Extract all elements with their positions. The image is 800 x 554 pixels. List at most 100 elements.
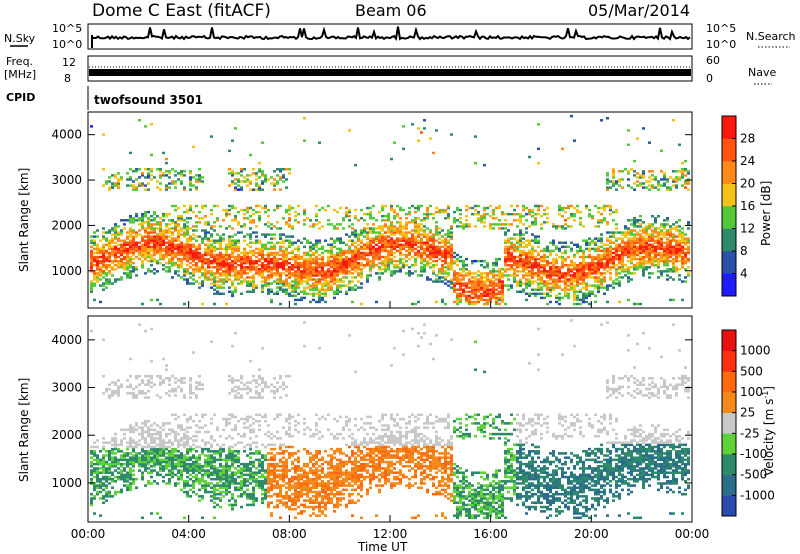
power-cell [153, 259, 156, 263]
power-cell [483, 217, 486, 220]
power-cell [369, 259, 372, 263]
power-cell [309, 219, 312, 222]
power-cell [189, 253, 192, 257]
power-cell [333, 290, 336, 293]
power-cell [672, 178, 675, 181]
power-cell [168, 253, 171, 257]
velocity-cell [111, 486, 114, 490]
power-cell [354, 263, 357, 267]
power-cell [168, 245, 171, 249]
power-cell [243, 217, 246, 220]
power-cell [558, 206, 561, 210]
power-cell [645, 225, 648, 228]
power-cell [144, 221, 147, 224]
power-cell [138, 257, 141, 261]
power-cell [156, 239, 159, 242]
power-cell [684, 243, 687, 247]
power-cell [399, 229, 402, 232]
power-cell [246, 259, 249, 263]
power-cell [582, 294, 585, 298]
power-cell [138, 223, 141, 226]
power-cell [117, 180, 120, 183]
power-cell [249, 174, 252, 177]
power-cell [354, 268, 357, 271]
power-cell [285, 270, 288, 273]
power-cell [159, 182, 162, 185]
power-cell [171, 233, 174, 236]
power-cell [144, 229, 147, 232]
power-cell [516, 282, 519, 285]
power-cell [144, 255, 147, 259]
power-cell [186, 247, 189, 251]
velocity-cell [105, 449, 108, 453]
velocity-cell [126, 477, 129, 481]
power-cell [228, 270, 231, 273]
power-cell [114, 237, 117, 240]
power-cell [231, 174, 234, 177]
power-cell [114, 280, 117, 283]
power-cell [93, 239, 96, 242]
power-cell [285, 278, 288, 281]
power-cell [153, 237, 156, 240]
power-cell [378, 210, 381, 214]
power-cell [240, 231, 243, 234]
power-cell [324, 239, 327, 242]
power-cell [672, 233, 675, 236]
power-cell [333, 245, 336, 249]
power-cell [492, 212, 495, 216]
power-cell [306, 266, 309, 269]
power-cell [621, 268, 624, 271]
power-cell [513, 261, 516, 265]
power-cell [465, 223, 468, 226]
power-cell [183, 302, 186, 306]
power-cell [450, 243, 453, 247]
power-cell [414, 219, 417, 222]
power-cell [612, 182, 615, 185]
power-cell [543, 249, 546, 253]
power-cell [285, 261, 288, 265]
cpid-program: twofsound 3501 [94, 93, 203, 107]
power-cell [324, 263, 327, 267]
power-cell [645, 266, 648, 269]
power-cell [426, 276, 429, 279]
power-cell [186, 210, 189, 214]
power-cell [261, 290, 264, 293]
power-cell [576, 268, 579, 271]
power-cell [675, 268, 678, 271]
power-cell [243, 251, 246, 255]
power-cell [462, 292, 465, 296]
power-cell [135, 268, 138, 271]
power-cell [456, 253, 459, 257]
power-cell [90, 125, 93, 128]
power-cell [525, 231, 528, 234]
power-cell [567, 206, 570, 210]
power-cell [291, 251, 294, 255]
power-cell [417, 204, 420, 208]
power-cell [189, 208, 192, 212]
velocity-cell [108, 495, 111, 498]
power-cell [291, 266, 294, 269]
power-cell [600, 286, 603, 289]
power-cell [252, 241, 255, 244]
velocity-cell [114, 441, 117, 444]
power-cell [642, 127, 645, 130]
power-cell [168, 257, 171, 261]
power-cell [414, 261, 417, 265]
power-cell [582, 272, 585, 275]
velocity-cell [93, 495, 96, 498]
power-cell [564, 288, 567, 291]
power-cell [600, 272, 603, 275]
power-cell [597, 206, 600, 210]
power-cell [612, 174, 615, 177]
power-cell [90, 257, 93, 261]
power-cell [129, 241, 132, 244]
power-cell [231, 259, 234, 263]
power-cell [240, 180, 243, 183]
power-cell [540, 270, 543, 273]
power-cell [174, 239, 177, 242]
power-cell [330, 223, 333, 226]
power-cell [660, 274, 663, 277]
power-cell [114, 223, 117, 226]
power-cell [222, 237, 225, 240]
power-cell [537, 272, 540, 275]
